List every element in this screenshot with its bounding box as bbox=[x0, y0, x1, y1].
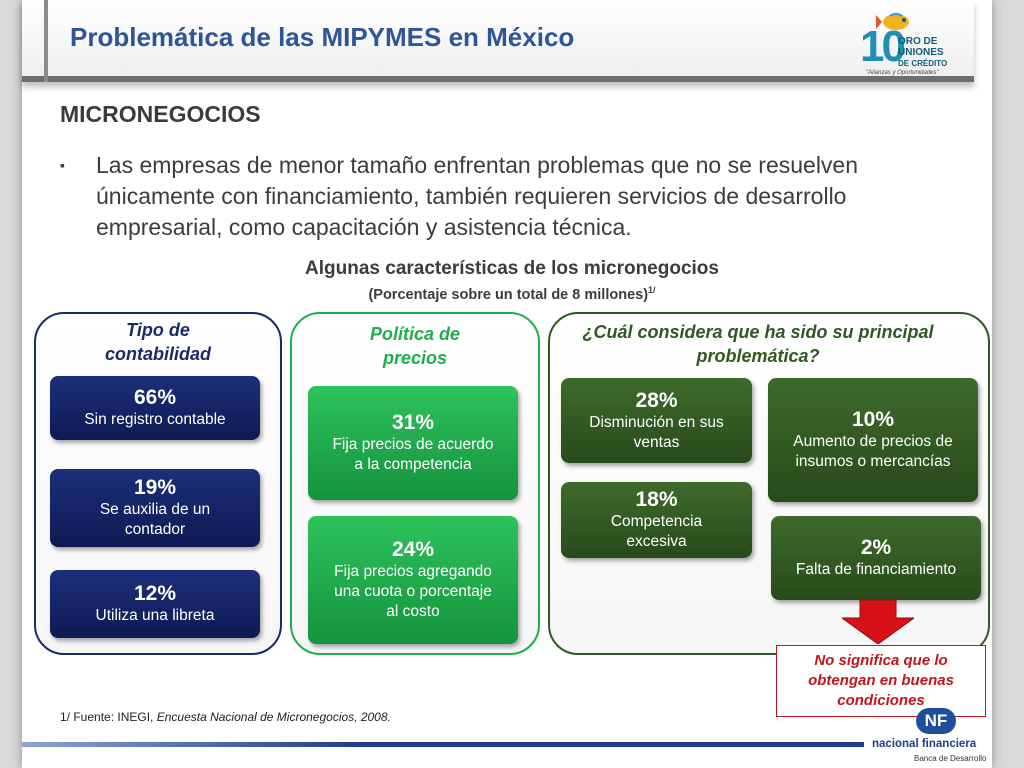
stat-description: ventas bbox=[633, 433, 680, 451]
panel-problematica-title-line2: problemática? bbox=[696, 346, 820, 366]
stat-description: insumos o mercancías bbox=[795, 453, 951, 470]
stat-description: a la competencia bbox=[354, 456, 472, 473]
stat-description: Fija precios agregando bbox=[334, 563, 492, 580]
panel-contabilidad-title-line1: Tipo de bbox=[126, 320, 190, 340]
stat-box: 12% Utiliza una libreta bbox=[50, 570, 260, 638]
panel-precios-title-line1: Política de bbox=[369, 324, 461, 344]
stat-percent: 66% bbox=[133, 386, 177, 409]
stat-description: al costo bbox=[386, 603, 440, 620]
stat-description: Sin registro contable bbox=[84, 411, 226, 428]
stat-box: 28% Disminución en sus ventas bbox=[561, 378, 752, 463]
panel-contabilidad-title-line2: contabilidad bbox=[104, 344, 211, 364]
stat-percent: 10% bbox=[851, 408, 895, 431]
callout-line1: No significa que lo bbox=[814, 652, 948, 669]
stat-description: Disminución en sus bbox=[589, 413, 724, 431]
foro-logo: 10 ORO DE UNIONES DE CRÉDITO "Alianzas y… bbox=[858, 6, 950, 80]
title-accent bbox=[44, 0, 48, 82]
footer-line bbox=[22, 742, 864, 747]
foro-logo-line1: ORO DE bbox=[898, 36, 938, 47]
foro-logo-line2: UNIONES bbox=[898, 47, 944, 58]
chart-subtitle: (Porcentaje sobre un total de 8 millones… bbox=[0, 285, 1024, 303]
panel-precios-title-line2: precios bbox=[382, 348, 448, 368]
fish-icon bbox=[876, 13, 909, 30]
callout-box: No significa que lo obtengan en buenas c… bbox=[776, 645, 986, 717]
stat-percent: 28% bbox=[635, 388, 678, 412]
stat-description: contador bbox=[124, 521, 186, 538]
stat-percent: 2% bbox=[860, 536, 892, 559]
stat-description: Fija precios de acuerdo bbox=[332, 436, 494, 453]
chart-subtitle-note: 1/ bbox=[648, 285, 656, 295]
footnote-source: Encuesta Nacional de Micronegocios, 2008… bbox=[156, 710, 391, 724]
stat-box: 10% Aumento de precios de insumos o merc… bbox=[768, 378, 978, 502]
stat-description: Aumento de precios de bbox=[793, 433, 953, 450]
stat-box: 2% Falta de financiamiento bbox=[771, 516, 981, 600]
stat-description: una cuota o porcentaje bbox=[334, 583, 492, 600]
chart-title: Algunas características de los micronego… bbox=[305, 258, 719, 279]
stat-box: 18% Competencia excesiva bbox=[561, 482, 752, 558]
nafin-logo-name: nacional financiera bbox=[872, 738, 977, 750]
stat-description: excesiva bbox=[626, 533, 687, 550]
nafin-logo: NF nacional financiera Banca de Desarrol… bbox=[868, 708, 992, 768]
stat-percent: 31% bbox=[391, 411, 435, 434]
footnote-prefix: 1/ Fuente: INEGI, bbox=[60, 710, 157, 724]
foro-logo-number: 10 bbox=[860, 22, 906, 71]
panel-problematica-title: ¿Cuál considera que ha sido su principal… bbox=[548, 320, 968, 368]
title-bar bbox=[22, 0, 974, 82]
page-title: Problemática de las MIPYMES en México bbox=[70, 22, 575, 52]
stat-box: 19% Se auxilia de un contador bbox=[50, 469, 260, 547]
stat-percent: 24% bbox=[391, 538, 435, 561]
panel-contabilidad-title: Tipo de contabilidad bbox=[34, 318, 282, 366]
panel-problematica-title-line1: ¿Cuál considera que ha sido su principal bbox=[582, 322, 934, 342]
stat-box: 66% Sin registro contable bbox=[50, 376, 260, 440]
stat-percent: 19% bbox=[133, 476, 177, 499]
panel-precios-title: Política de precios bbox=[290, 322, 540, 370]
section-title: MICRONEGOCIOS bbox=[60, 101, 261, 127]
bullet-icon: ▪ bbox=[60, 157, 65, 173]
stat-box: 31% Fija precios de acuerdo a la compete… bbox=[308, 386, 518, 500]
nafin-logo-sub: Banca de Desarrollo bbox=[914, 754, 987, 763]
stat-percent: 18% bbox=[635, 488, 678, 511]
bullet-text: Las empresas de menor tamaño enfrentan p… bbox=[96, 152, 859, 240]
callout-line3: condiciones bbox=[837, 692, 925, 709]
stat-description: Competencia bbox=[610, 513, 703, 530]
stat-description: Se auxilia de un bbox=[99, 501, 211, 518]
chart-subtitle-text: (Porcentaje sobre un total de 8 millones… bbox=[368, 286, 649, 303]
foro-logo-line3: DE CRÉDITO bbox=[898, 59, 948, 68]
callout-line2: obtengan en buenas bbox=[808, 672, 954, 689]
foro-logo-slogan: "Alianzas y Oportunidades" bbox=[866, 70, 939, 76]
arrow-down-icon bbox=[842, 600, 914, 644]
stat-percent: 12% bbox=[133, 582, 177, 605]
nafin-logo-mark: NF bbox=[916, 708, 956, 734]
stat-box: 24% Fija precios agregando una cuota o p… bbox=[308, 516, 518, 644]
stat-description: Falta de financiamiento bbox=[795, 561, 957, 578]
stat-description: Utiliza una libreta bbox=[95, 607, 215, 624]
footnote: 1/ Fuente: INEGI, Encuesta Nacional de M… bbox=[60, 710, 391, 724]
